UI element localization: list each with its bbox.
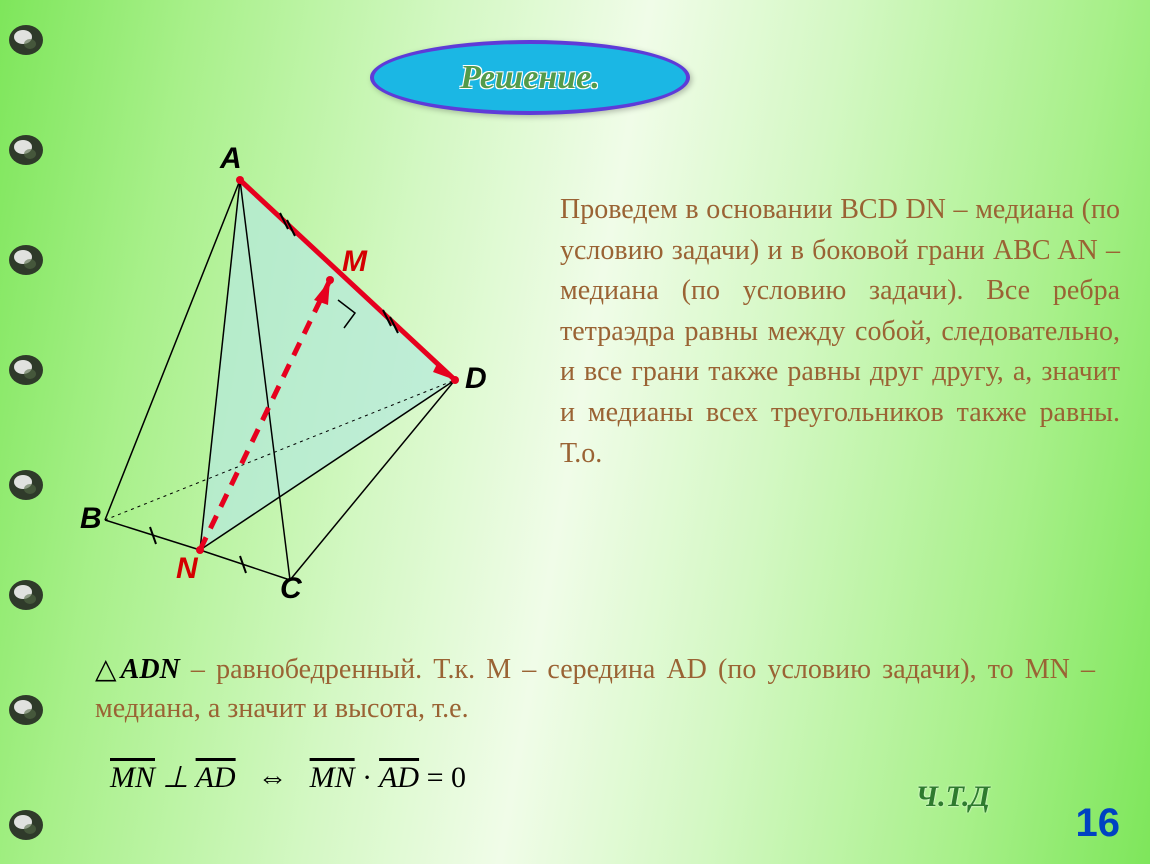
binder-ring-icon (6, 20, 46, 60)
binder-ring-icon (6, 465, 46, 505)
math-expression: MN ⊥ AD ⇔ MN · AD = 0 (110, 760, 466, 795)
label-m: M (342, 245, 367, 279)
binder-ring-icon (6, 240, 46, 280)
qed-label: Ч.Т.Д (916, 780, 990, 814)
tetrahedron-diagram: A M D B N C (80, 150, 540, 610)
title-text: Решение. (460, 59, 599, 97)
label-n: N (176, 552, 198, 586)
page-number: 16 (1076, 801, 1121, 846)
lower-paragraph: △ADN – равнобедренный. Т.к. M – середина… (95, 650, 1095, 728)
binder-ring-icon (6, 350, 46, 390)
title-badge: Решение. (370, 40, 690, 115)
label-b: B (80, 502, 102, 536)
lower-mid: – равнобедренный. Т.к. M – середина AD (… (95, 654, 1095, 724)
triangle-name: ADN (121, 654, 180, 685)
label-d: D (465, 362, 487, 396)
binder-ring-icon (6, 130, 46, 170)
solution-paragraph: Проведем в основании BCD DN – медиана (п… (560, 190, 1120, 474)
binder-ring-icon (6, 575, 46, 615)
binder-ring-icon (6, 690, 46, 730)
label-c: C (280, 572, 302, 606)
binder-ring-icon (6, 805, 46, 845)
label-a: A (220, 142, 242, 176)
